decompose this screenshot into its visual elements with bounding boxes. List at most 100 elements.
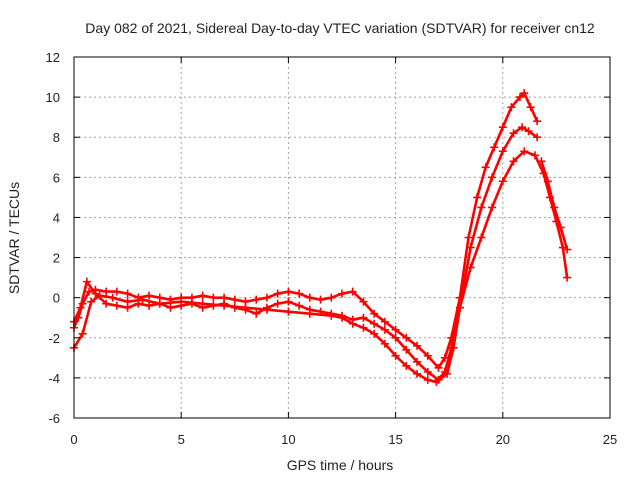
y-tick-label: 4: [53, 210, 60, 225]
y-tick-label: -4: [48, 371, 60, 386]
series-trace-b: [70, 123, 542, 384]
data-point-marker: [166, 303, 175, 312]
data-point-marker: [241, 303, 250, 312]
data-point-marker: [327, 293, 336, 302]
data-point-marker: [305, 293, 314, 302]
data-point-marker: [518, 123, 527, 132]
series-line: [72, 125, 539, 382]
data-point-marker: [82, 277, 91, 286]
x-tick-label: 15: [388, 432, 402, 447]
data-point-marker: [262, 293, 271, 302]
data-point-marker: [91, 289, 100, 298]
data-point-marker: [432, 377, 441, 386]
data-point-marker: [87, 297, 96, 306]
data-point-marker: [230, 295, 239, 304]
data-point-marker: [145, 291, 154, 300]
data-point-marker: [533, 133, 542, 142]
data-point-marker: [473, 193, 482, 202]
data-point-marker: [102, 299, 111, 308]
data-point-marker: [477, 203, 486, 212]
data-series: [70, 89, 572, 386]
data-point-marker: [537, 157, 546, 166]
data-point-marker: [295, 301, 304, 310]
data-point-marker: [402, 345, 411, 354]
y-tick-label: 6: [53, 170, 60, 185]
data-point-marker: [359, 313, 368, 322]
data-point-marker: [370, 329, 379, 338]
data-point-marker: [78, 329, 87, 338]
data-point-marker: [515, 93, 524, 102]
data-point-marker: [316, 295, 325, 304]
data-point-marker: [359, 297, 368, 306]
data-point-marker: [488, 173, 497, 182]
data-point-marker: [145, 301, 154, 310]
data-point-marker: [402, 361, 411, 370]
data-point-marker: [520, 89, 529, 98]
x-tick-label: 5: [178, 432, 185, 447]
data-point-marker: [112, 301, 121, 310]
data-point-marker: [477, 233, 486, 242]
data-point-marker: [423, 375, 432, 384]
data-point-marker: [563, 245, 572, 254]
data-point-marker: [530, 151, 539, 160]
data-point-marker: [543, 177, 552, 186]
data-point-marker: [380, 317, 389, 326]
data-point-marker: [507, 103, 516, 112]
data-point-marker: [498, 147, 507, 156]
data-point-marker: [198, 291, 207, 300]
data-point-marker: [380, 339, 389, 348]
plot-frame: [73, 56, 611, 419]
data-point-marker: [123, 289, 132, 298]
data-point-marker: [295, 289, 304, 298]
data-point-marker: [556, 223, 565, 232]
data-point-marker: [391, 351, 400, 360]
data-point-marker: [112, 287, 121, 296]
y-tick-label: 10: [46, 90, 60, 105]
y-tick-label: 2: [53, 251, 60, 266]
series-trace-c: [70, 147, 572, 386]
data-point-marker: [348, 319, 357, 328]
data-point-marker: [262, 305, 271, 314]
y-tick-label: -2: [48, 331, 60, 346]
data-point-marker: [520, 147, 529, 156]
x-axis-label: GPS time / hours: [287, 457, 394, 473]
data-point-marker: [509, 129, 518, 138]
data-point-marker: [370, 309, 379, 318]
x-axis-ticks: 0 5 10 15 20 25: [70, 57, 617, 447]
data-point-marker: [359, 323, 368, 332]
y-tick-label: 0: [53, 291, 60, 306]
data-point-marker: [413, 341, 422, 350]
data-point-marker: [423, 367, 432, 376]
x-tick-label: 10: [281, 432, 295, 447]
data-point-marker: [440, 367, 449, 376]
series-line: [72, 150, 569, 384]
data-point-marker: [413, 357, 422, 366]
data-point-marker: [76, 303, 85, 312]
data-point-marker: [220, 301, 229, 310]
data-point-marker: [209, 293, 218, 302]
data-point-marker: [155, 299, 164, 308]
data-point-marker: [327, 311, 336, 320]
x-tick-label: 20: [496, 432, 510, 447]
data-point-marker: [509, 157, 518, 166]
data-point-marker: [102, 287, 111, 296]
data-point-marker: [481, 163, 490, 172]
data-point-marker: [95, 291, 104, 300]
data-point-marker: [348, 287, 357, 296]
data-point-marker: [466, 263, 475, 272]
y-tick-label: 12: [46, 50, 60, 65]
y-axis-ticks: -6 -4 -2 0 2 4 6 8 10 12: [46, 50, 610, 426]
series-line: [72, 91, 539, 370]
data-point-marker: [402, 333, 411, 342]
data-point-marker: [380, 325, 389, 334]
data-point-marker: [498, 123, 507, 132]
data-point-marker: [123, 297, 132, 306]
data-point-marker: [252, 309, 261, 318]
y-tick-label: -6: [48, 411, 60, 426]
data-point-marker: [284, 297, 293, 306]
y-tick-label: 8: [53, 130, 60, 145]
data-point-marker: [273, 289, 282, 298]
data-point-marker: [177, 297, 186, 306]
series-trace-a: [70, 89, 542, 372]
